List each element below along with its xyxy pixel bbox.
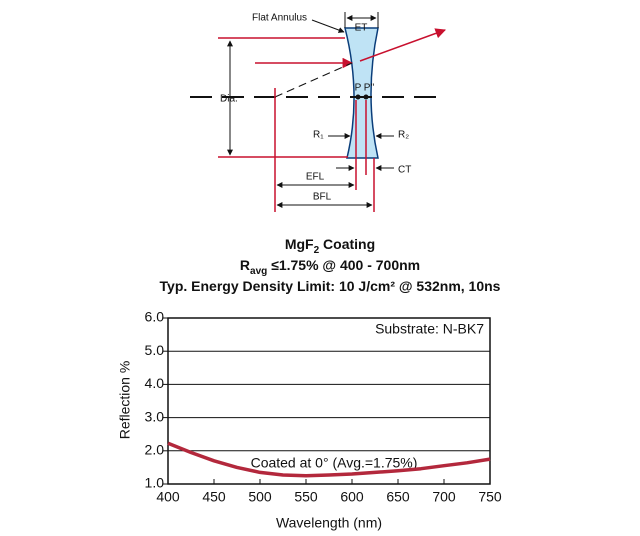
ray bbox=[359, 28, 446, 62]
y-tick-label: 1.0 bbox=[145, 475, 165, 491]
y-tick-label: 2.0 bbox=[145, 442, 165, 458]
chart: Wavelength (nm) Reflection % Substrate: … bbox=[117, 236, 502, 531]
x-tick-label: 700 bbox=[432, 489, 456, 505]
plot-frame bbox=[167, 317, 491, 485]
lens bbox=[344, 27, 379, 159]
x-tick-label: 500 bbox=[248, 489, 272, 505]
x-tick-label: 600 bbox=[340, 489, 364, 505]
label: EFL bbox=[306, 172, 325, 183]
leader bbox=[311, 19, 345, 33]
lens-diagram: Flat Annulus ET Dia. P P'' R₁ R₂ CT EFL … bbox=[190, 12, 446, 212]
title-part: Typ. Energy Density Limit: 10 J/cm² @ 53… bbox=[160, 278, 501, 294]
y-tick-label: 6.0 bbox=[145, 309, 165, 325]
virtual-ray bbox=[274, 62, 353, 98]
y-tick-label: 5.0 bbox=[145, 342, 165, 358]
y-tick-label: 4.0 bbox=[145, 375, 165, 391]
label: R₂ bbox=[398, 130, 409, 141]
title-part: MgF bbox=[285, 236, 314, 252]
title-part: avg bbox=[250, 266, 267, 277]
chart-title: Ravg ≤1.75% @ 400 - 700nm bbox=[240, 257, 420, 277]
x-tick-label: 650 bbox=[386, 489, 410, 505]
label: Flat Annulus bbox=[252, 13, 307, 24]
label: Dia. bbox=[220, 94, 238, 105]
annotation: Coated at 0° (Avg.=1.75%) bbox=[251, 455, 418, 471]
label: P bbox=[355, 83, 362, 94]
data-line bbox=[167, 441, 491, 478]
label: P'' bbox=[364, 83, 375, 94]
title-part: ≤1.75% @ 400 - 700nm bbox=[267, 257, 420, 273]
x-tick-label: 750 bbox=[478, 489, 502, 505]
chart-title: MgF2 Coating bbox=[285, 236, 375, 256]
x-axis-label: Wavelength (nm) bbox=[276, 515, 382, 531]
principal-point bbox=[355, 94, 361, 100]
title-part: R bbox=[240, 257, 250, 273]
label: R₁ bbox=[313, 130, 324, 141]
x-tick-label: 550 bbox=[294, 489, 318, 505]
x-tick-label: 450 bbox=[202, 489, 226, 505]
y-tick-label: 3.0 bbox=[145, 408, 165, 424]
label: ET bbox=[355, 23, 368, 34]
title-part: Coating bbox=[319, 236, 375, 252]
annotation: Substrate: N-BK7 bbox=[375, 321, 484, 337]
label: BFL bbox=[313, 192, 332, 203]
principal-point bbox=[363, 94, 369, 100]
title-part: 2 bbox=[314, 245, 320, 256]
label: CT bbox=[398, 165, 411, 176]
chart-title: Typ. Energy Density Limit: 10 J/cm² @ 53… bbox=[160, 278, 501, 294]
y-axis-label: Reflection % bbox=[117, 361, 133, 440]
x-tick-label: 400 bbox=[156, 489, 180, 505]
